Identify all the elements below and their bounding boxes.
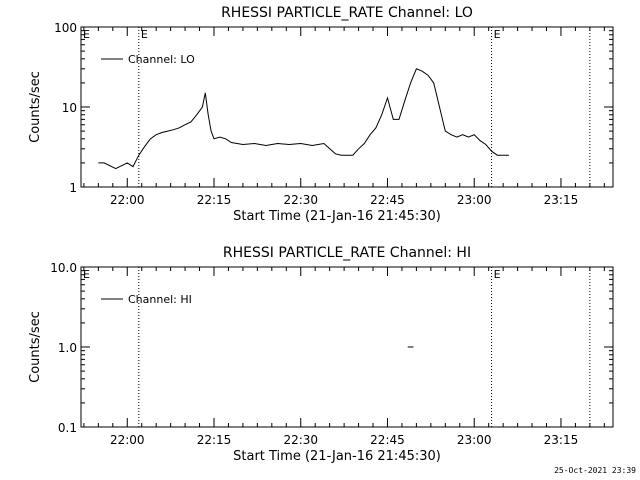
x-axis-label: Start Time (21-Jan-16 21:45:30) [233, 209, 441, 224]
footer-timestamp: 25-Oct-2021 23:39 [554, 466, 636, 475]
chart-title: RHESSI PARTICLE_RATE Channel: LO [221, 5, 473, 21]
y-tick-label: 10 [62, 101, 77, 115]
x-tick-label: 22:00 [110, 193, 145, 207]
x-tick-label: 22:15 [197, 193, 232, 207]
y-axis-label: Counts/sec [28, 311, 43, 383]
y-axis-label: Counts/sec [28, 71, 43, 143]
x-tick-label: 22:30 [283, 193, 318, 207]
event-marker-label: E [141, 28, 148, 41]
x-tick-label: 23:00 [457, 433, 492, 447]
series-line [98, 68, 509, 170]
x-tick-label: 22:45 [370, 433, 405, 447]
plot-frame [80, 266, 614, 428]
chart-title: RHESSI PARTICLE_RATE Channel: HI [223, 245, 471, 261]
y-tick-label: 0.1 [58, 421, 77, 435]
corner-label: E [83, 28, 90, 41]
legend-label: Channel: LO [128, 53, 195, 66]
x-tick-label: 22:00 [110, 433, 145, 447]
y-tick-label: 1 [69, 181, 77, 195]
event-marker-label: E [494, 268, 501, 281]
x-axis-label: Start Time (21-Jan-16 21:45:30) [233, 449, 441, 464]
event-marker-label: E [494, 28, 501, 41]
x-tick-label: 23:00 [457, 193, 492, 207]
x-tick-label: 23:15 [544, 433, 579, 447]
plot-frame [80, 26, 614, 188]
corner-label: E [83, 268, 90, 281]
y-tick-label: 1.0 [58, 341, 77, 355]
legend-label: Channel: HI [128, 293, 192, 306]
x-tick-label: 22:30 [283, 433, 318, 447]
x-tick-label: 22:15 [197, 433, 232, 447]
y-tick-label: 100 [54, 21, 77, 35]
x-tick-label: 23:15 [544, 193, 579, 207]
x-tick-label: 22:45 [370, 193, 405, 207]
y-tick-label: 10.0 [50, 261, 77, 275]
